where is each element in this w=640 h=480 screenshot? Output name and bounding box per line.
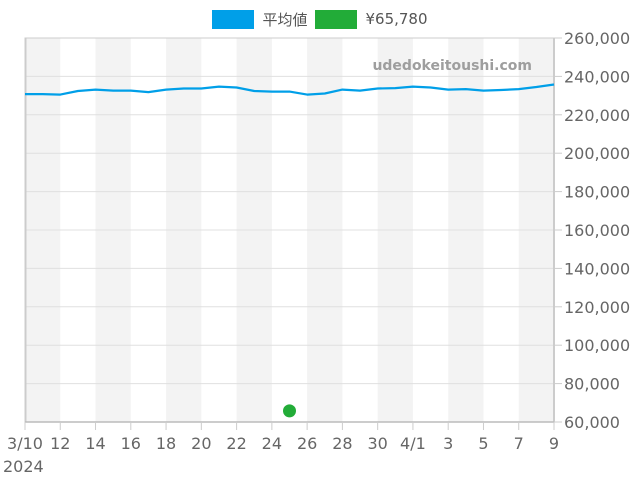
y-tick-label: 200,000 [564, 144, 630, 163]
x-tick-label: 18 [156, 434, 176, 453]
x-tick-label: 12 [50, 434, 70, 453]
x-tick-label: 9 [549, 434, 559, 453]
y-axis: 60,000 80,000 100,000 120,000 140,000 160,000… [554, 29, 630, 432]
y-tick-label: 220,000 [564, 106, 630, 125]
x-tick-label: 14 [85, 434, 105, 453]
legend-item-average[interactable]: 平均値 [212, 9, 307, 30]
watermark: udedokeitoushi.com [372, 58, 532, 74]
legend-label-average: 平均値 [262, 10, 308, 29]
y-tick-label: 140,000 [564, 259, 630, 278]
legend-swatch-price [315, 9, 358, 29]
price-point[interactable] [283, 404, 296, 418]
x-axis: 3/10 12 14 16 18 20 22 24 26 28 30 4/1 3 5 7 9 2024 [3, 422, 559, 476]
price-points [283, 404, 296, 418]
x-tick-label: 4/1 [400, 434, 426, 453]
y-tick-label: 80,000 [564, 375, 620, 394]
x-tick-label: 7 [514, 434, 524, 453]
legend-label-price: ¥65,780 [365, 10, 428, 28]
x-year-label: 2024 [3, 457, 44, 476]
x-tick-label: 22 [226, 434, 246, 453]
legend-swatch-average [212, 9, 255, 29]
legend-item-price[interactable]: ¥65,780 [315, 9, 428, 29]
x-tick-label: 26 [297, 434, 317, 453]
y-tick-label: 260,000 [564, 29, 630, 48]
x-tick-label: 20 [191, 434, 211, 453]
y-tick-label: 160,000 [564, 221, 630, 240]
x-tick-label: 28 [332, 434, 352, 453]
y-tick-label: 120,000 [564, 298, 630, 317]
average-price-line[interactable] [25, 83, 555, 96]
x-tick-label: 30 [367, 434, 387, 453]
y-tick-label: 60,000 [564, 413, 620, 432]
y-tick-label: 180,000 [564, 183, 630, 202]
x-tick-label: 3 [443, 434, 453, 453]
x-tick-label: 16 [121, 434, 141, 453]
x-tick-label: 3/10 [7, 434, 43, 453]
y-tick-label: 240,000 [564, 67, 630, 86]
chart-legend: 平均値 ¥65,780 [0, 8, 640, 30]
x-tick-label: 24 [262, 434, 282, 453]
x-tick-label: 5 [478, 434, 488, 453]
y-tick-label: 100,000 [564, 336, 630, 355]
